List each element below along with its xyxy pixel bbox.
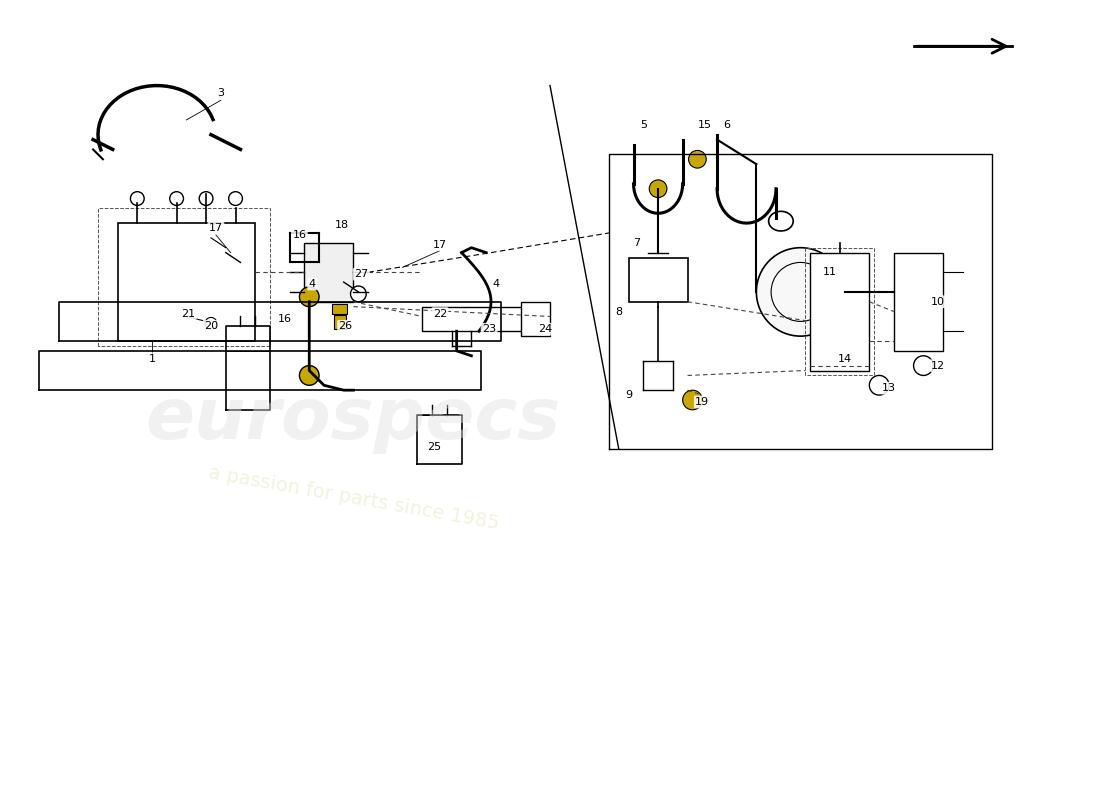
Bar [332, 304, 346, 314]
Polygon shape [894, 253, 943, 351]
Polygon shape [305, 242, 353, 302]
Text: 14: 14 [838, 354, 851, 364]
Circle shape [351, 286, 366, 302]
Circle shape [229, 192, 242, 206]
Text: 9: 9 [625, 390, 632, 400]
Text: 1: 1 [148, 354, 155, 364]
Text: 27: 27 [354, 270, 368, 279]
Circle shape [299, 366, 319, 386]
Text: 22: 22 [432, 309, 447, 318]
Text: 16: 16 [277, 314, 292, 325]
Text: 3: 3 [218, 89, 224, 98]
Polygon shape [422, 306, 530, 331]
Text: eurospecs: eurospecs [146, 385, 561, 454]
Text: 8: 8 [615, 306, 623, 317]
Polygon shape [520, 302, 550, 336]
Text: 19: 19 [695, 397, 710, 407]
Text: 16: 16 [293, 230, 307, 240]
Circle shape [199, 192, 213, 206]
Text: 17: 17 [209, 223, 223, 233]
Circle shape [169, 192, 184, 206]
Text: a passion for parts since 1985: a passion for parts since 1985 [207, 463, 500, 534]
Text: 11: 11 [823, 267, 837, 278]
Text: 4: 4 [309, 279, 316, 289]
Text: 15: 15 [698, 120, 713, 130]
Circle shape [649, 180, 667, 198]
Text: 10: 10 [931, 297, 945, 306]
Text: 4: 4 [493, 279, 499, 289]
Text: 21: 21 [182, 309, 196, 318]
Text: 23: 23 [482, 324, 496, 334]
Bar [333, 315, 345, 330]
Text: 5: 5 [640, 120, 647, 130]
Text: 25: 25 [427, 442, 441, 452]
Text: 20: 20 [204, 322, 218, 331]
Polygon shape [811, 253, 869, 370]
Circle shape [299, 287, 319, 306]
Text: 24: 24 [538, 324, 552, 334]
Text: 17: 17 [433, 240, 447, 250]
Text: 26: 26 [339, 322, 353, 331]
Polygon shape [628, 258, 688, 302]
Text: 12: 12 [931, 361, 945, 370]
Circle shape [683, 390, 702, 410]
Text: 6: 6 [724, 120, 730, 130]
Circle shape [131, 192, 144, 206]
Text: 7: 7 [632, 238, 640, 248]
Text: 13: 13 [882, 383, 896, 394]
Circle shape [757, 248, 845, 336]
Circle shape [689, 150, 706, 168]
Text: 18: 18 [334, 220, 349, 230]
